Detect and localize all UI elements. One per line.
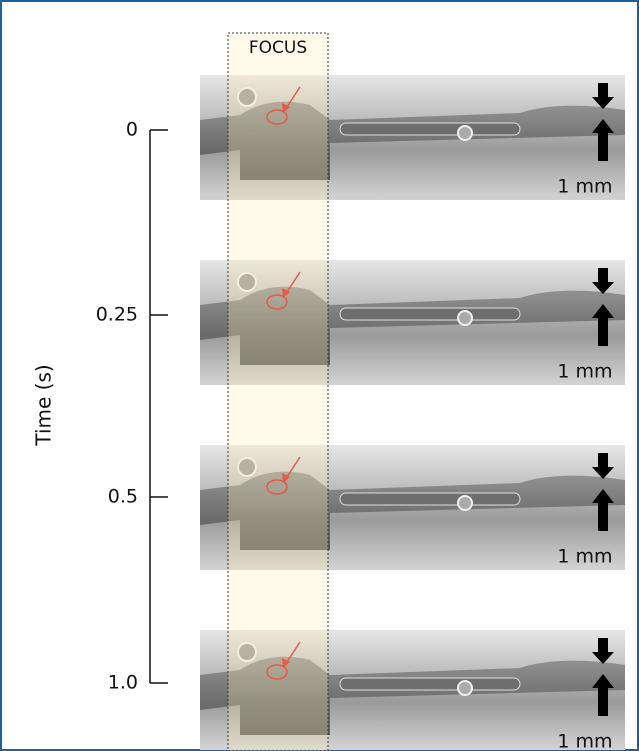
tick-label: 1.0 — [108, 672, 138, 694]
scale-label: 1 mm — [557, 361, 612, 383]
focus-ring — [266, 294, 288, 310]
device — [200, 101, 625, 180]
focus-box — [227, 32, 329, 751]
scale-label: 1 mm — [557, 176, 612, 198]
up-arrow — [592, 304, 614, 346]
device — [200, 656, 625, 735]
tick-label: 0 — [126, 119, 138, 141]
up-arrow — [592, 119, 614, 161]
channel — [339, 492, 521, 506]
axis-label: Time (s) — [32, 364, 56, 446]
up-arrow — [592, 489, 614, 531]
focus-ring — [266, 664, 288, 680]
tick-label: 0.5 — [108, 486, 138, 508]
channel — [339, 307, 521, 321]
bubble — [457, 680, 473, 696]
droplet — [237, 272, 257, 292]
photo-frame: 1 mm — [200, 260, 625, 385]
scale-label: 1 mm — [557, 731, 612, 751]
pointer-head — [282, 473, 290, 483]
pointer-head — [282, 288, 290, 298]
photo-frame: 1 mm — [200, 75, 625, 200]
bubble — [457, 495, 473, 511]
device — [200, 471, 625, 550]
bubble — [457, 310, 473, 326]
droplet — [237, 642, 257, 662]
photo-frame: 1 mm — [200, 445, 625, 570]
bubble — [457, 125, 473, 141]
droplet — [237, 457, 257, 477]
photo-frame: 1 mm — [200, 630, 625, 751]
channel — [339, 122, 521, 136]
device — [200, 286, 625, 365]
up-arrow — [592, 674, 614, 716]
frames: 1 mm 1 mm 1 mm 1 mm — [200, 75, 625, 751]
pointer-head — [282, 103, 290, 113]
channel — [339, 677, 521, 691]
pointer-head — [282, 658, 290, 668]
focus-ring — [266, 479, 288, 495]
tick-label: 0.25 — [96, 304, 138, 326]
down-arrow — [592, 268, 614, 294]
down-arrow — [592, 453, 614, 479]
droplet — [237, 87, 257, 107]
down-arrow — [592, 638, 614, 664]
scale-label: 1 mm — [557, 546, 612, 568]
down-arrow — [592, 83, 614, 109]
focus-label: FOCUS — [249, 38, 307, 58]
focus-ring — [266, 109, 288, 125]
